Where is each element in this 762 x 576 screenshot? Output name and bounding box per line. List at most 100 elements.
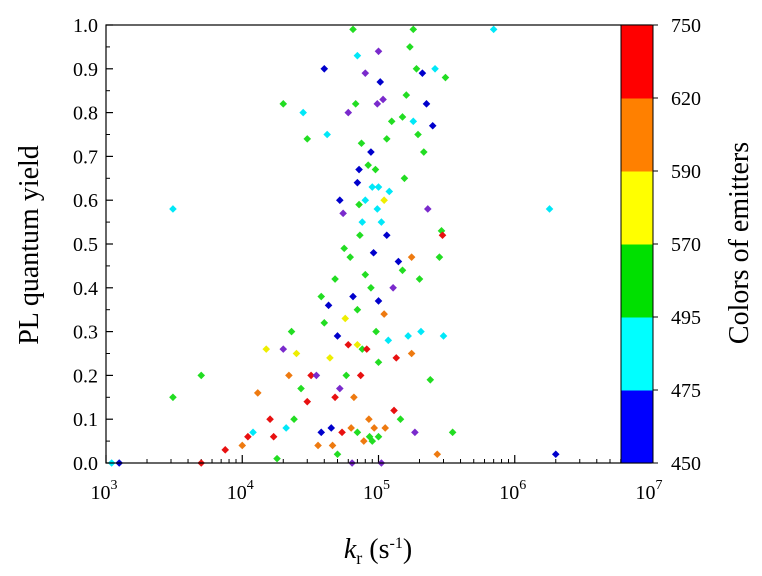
data-point	[341, 314, 350, 323]
data-point	[312, 371, 321, 380]
data-point	[349, 25, 357, 34]
data-point	[344, 108, 353, 117]
colorbar-tick-label: 495	[671, 307, 701, 329]
data-point	[297, 384, 305, 393]
data-point	[398, 266, 407, 275]
data-point	[285, 371, 293, 380]
data-point	[269, 432, 278, 441]
data-point	[353, 305, 362, 314]
data-point	[377, 218, 386, 226]
colorbar-tick-label: 570	[671, 234, 701, 256]
data-point	[326, 354, 334, 362]
data-point	[426, 375, 435, 384]
x-axis-title: kr (s-1)	[344, 534, 412, 568]
y-tick-label: 0.1	[73, 409, 98, 431]
data-point	[331, 275, 339, 283]
x-tick-label: 107	[636, 478, 663, 504]
data-point	[303, 135, 312, 143]
data-point	[362, 345, 371, 353]
x-tick-base: 10	[227, 482, 247, 504]
colorbar-tick-label: 750	[671, 15, 701, 37]
data-point	[414, 130, 422, 139]
data-point	[368, 437, 377, 445]
data-point	[244, 432, 252, 441]
data-point	[385, 187, 394, 196]
data-point	[333, 450, 342, 459]
data-point	[367, 284, 375, 292]
x-tick-base: 10	[636, 482, 656, 504]
data-point	[369, 248, 378, 257]
data-point	[249, 428, 257, 437]
y-tick-label: 0.2	[73, 365, 98, 387]
data-point	[379, 95, 387, 104]
data-point	[398, 113, 407, 121]
y-tick-label: 1.0	[73, 15, 98, 37]
data-point	[374, 432, 383, 441]
data-point	[439, 332, 448, 340]
data-point	[435, 253, 444, 261]
x-tick-exp: 5	[383, 478, 390, 493]
data-point	[489, 25, 498, 34]
data-point	[448, 428, 457, 437]
data-point	[273, 454, 281, 463]
data-point	[169, 205, 177, 213]
data-point	[314, 441, 322, 450]
data-point	[356, 231, 364, 240]
data-point	[323, 130, 331, 139]
colorbar-tick-label: 590	[671, 161, 701, 183]
data-point	[409, 25, 418, 34]
colorbar-tick-label: 450	[671, 453, 701, 475]
data-point	[346, 253, 355, 261]
x-tick-label: 105	[363, 478, 390, 504]
data-point	[380, 196, 388, 204]
data-point	[392, 354, 401, 362]
data-point	[355, 200, 363, 209]
x-tick-exp: 3	[111, 478, 118, 493]
data-point	[342, 371, 351, 380]
data-point	[253, 389, 262, 397]
data-point	[317, 292, 326, 301]
x-axis-title-main: k	[344, 534, 357, 565]
data-point	[419, 148, 428, 156]
data-point	[299, 108, 307, 117]
data-point	[389, 284, 397, 292]
colorbar-band	[621, 317, 653, 391]
y-tick-label: 0.0	[73, 453, 98, 475]
data-point	[374, 297, 383, 305]
data-point	[327, 424, 336, 432]
data-point	[333, 332, 342, 340]
data-point	[373, 205, 382, 213]
data-point	[374, 358, 383, 367]
data-point	[365, 415, 373, 423]
data-point	[431, 65, 439, 73]
data-point	[169, 393, 177, 402]
data-point	[372, 327, 380, 336]
data-point	[551, 450, 560, 459]
data-point	[356, 371, 365, 380]
data-point	[381, 424, 390, 432]
data-point	[437, 227, 446, 235]
data-point	[373, 100, 382, 108]
colorbar-band	[621, 171, 653, 245]
data-point	[394, 257, 403, 266]
data-point	[396, 415, 405, 423]
x-tick-label: 103	[91, 478, 118, 504]
data-point	[382, 135, 391, 143]
data-point	[376, 78, 385, 86]
data-point	[359, 437, 368, 445]
data-point	[197, 371, 206, 380]
x-tick-base: 10	[499, 482, 519, 504]
data-point	[344, 340, 353, 349]
data-point	[371, 165, 380, 174]
colorbar-tick-label: 475	[671, 380, 701, 402]
x-tick-exp: 4	[247, 478, 254, 493]
y-tick-label: 0.7	[73, 146, 98, 168]
data-point	[282, 424, 290, 432]
data-point	[368, 183, 377, 191]
data-point	[367, 148, 375, 156]
x-tick-label: 104	[227, 478, 254, 504]
data-point	[418, 69, 427, 77]
data-point	[380, 310, 388, 318]
